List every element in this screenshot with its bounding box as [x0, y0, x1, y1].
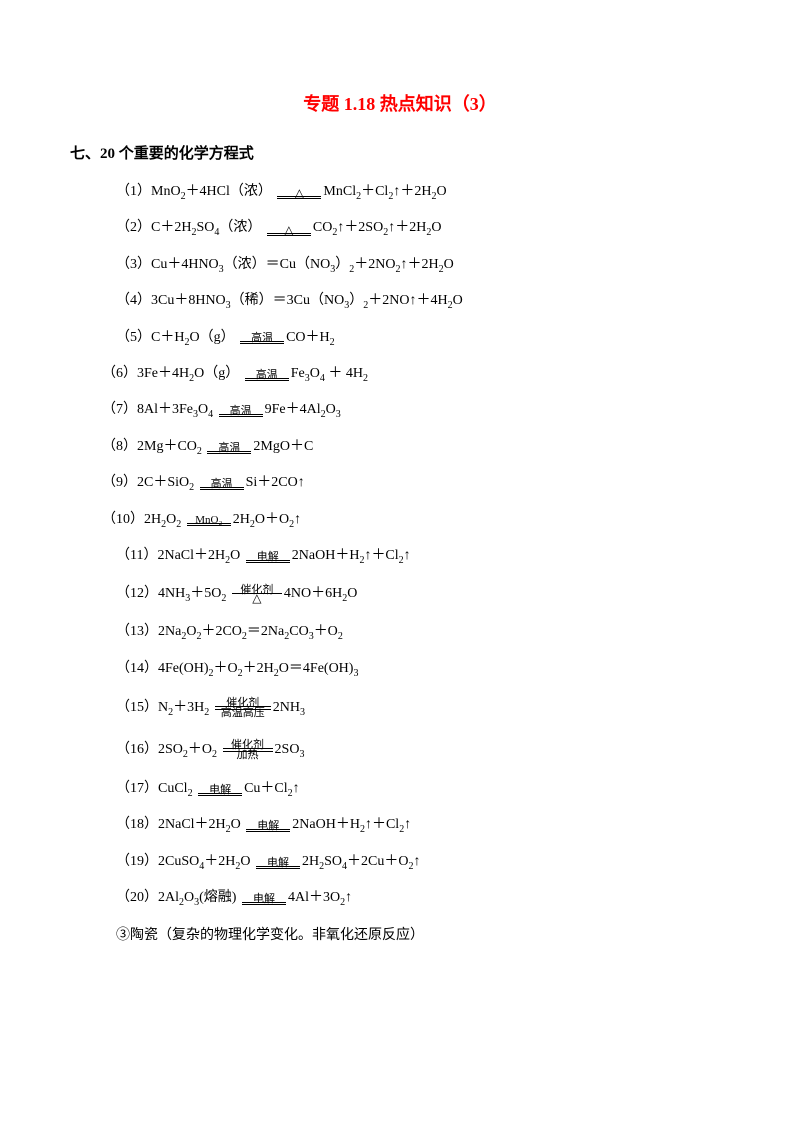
equation-1: （1）MnO2＋4HCl（浓） △ MnCl2＋Cl2↑＋2H2O: [116, 181, 730, 203]
equation-5: （5）C＋H2O（g） 高温 CO＋H2: [116, 327, 730, 349]
equation-14: （14）4Fe(OH)2＋O2＋2H2O＝4Fe(OH)3: [116, 658, 730, 680]
equation-7: （7）8Al＋3Fe3O4 高温 9Fe＋4Al2O3: [102, 399, 730, 421]
reaction-arrow: 电解: [242, 890, 286, 906]
section-heading: 七、20 个重要的化学方程式: [70, 142, 730, 163]
equation-9: （9）2C＋SiO2 高温 Si＋2CO↑: [102, 472, 730, 494]
equation-17: （17）CuCl2 电解 Cu＋Cl2↑: [116, 778, 730, 800]
footnote: ③陶瓷（复杂的物理化学变化。非氧化还原反应）: [116, 924, 730, 944]
equation-11: （11）2NaCl＋2H2O 电解 2NaOH＋H2↑＋Cl2↑: [116, 545, 730, 567]
equation-2: （2）C＋2H2SO4（浓） △ CO2↑＋2SO2↑＋2H2O: [116, 217, 730, 239]
reaction-arrow: 催化剂 加热: [223, 736, 273, 764]
equation-13: （13）2Na2O2＋2CO2＝2Na2CO3＋O2: [116, 621, 730, 643]
reaction-arrow: MnO₂: [187, 511, 231, 527]
reaction-arrow: 电解: [246, 548, 290, 564]
reaction-arrow: 高温: [200, 475, 244, 491]
reaction-arrow: 高温: [207, 439, 251, 455]
equation-16: （16）2SO2＋O2 催化剂 加热 2SO3: [116, 736, 730, 764]
reaction-arrow: 电解: [198, 781, 242, 797]
reaction-arrow: 电解: [256, 854, 300, 870]
reaction-arrow: 高温: [245, 366, 289, 382]
equation-15: （15）N2＋3H2 催化剂 高温高压 2NH3: [116, 694, 730, 722]
equation-3: （3）Cu＋4HNO3（浓）＝Cu（NO3）2＋2NO2↑＋2H2O: [116, 254, 730, 276]
reaction-arrow: △: [267, 220, 311, 237]
reaction-arrow: 催化剂 高温高压: [215, 694, 271, 722]
page-title: 专题 1.18 热点知识（3）: [70, 90, 730, 116]
equation-6: （6）3Fe＋4H2O（g） 高温 Fe3O4 ＋ 4H2: [102, 363, 730, 385]
equation-8: （8）2Mg＋CO2 高温 2MgO＋C: [102, 436, 730, 458]
equation-19: （19）2CuSO4＋2H2O 电解 2H2SO4＋2Cu＋O2↑: [116, 851, 730, 873]
reaction-arrow: 高温: [240, 329, 284, 345]
equation-4: （4）3Cu＋8HNO3（稀）＝3Cu（NO3）2＋2NO↑＋4H2O: [116, 290, 730, 312]
equation-20: （20）2Al2O3(熔融) 电解 4Al＋3O2↑: [116, 887, 730, 909]
reaction-arrow: 催化剂 △: [232, 581, 282, 607]
equation-10: （10）2H2O2 MnO₂ 2H2O＋O2↑: [102, 509, 730, 531]
equation-12: （12）4NH3＋5O2 催化剂 △ 4NO＋6H2O: [116, 581, 730, 607]
reaction-arrow: 高温: [219, 402, 263, 418]
equation-18: （18）2NaCl＋2H2O 电解 2NaOH＋H2↑＋Cl2↑: [116, 814, 730, 836]
reaction-arrow: △: [277, 183, 321, 200]
reaction-arrow: 电解: [246, 817, 290, 833]
